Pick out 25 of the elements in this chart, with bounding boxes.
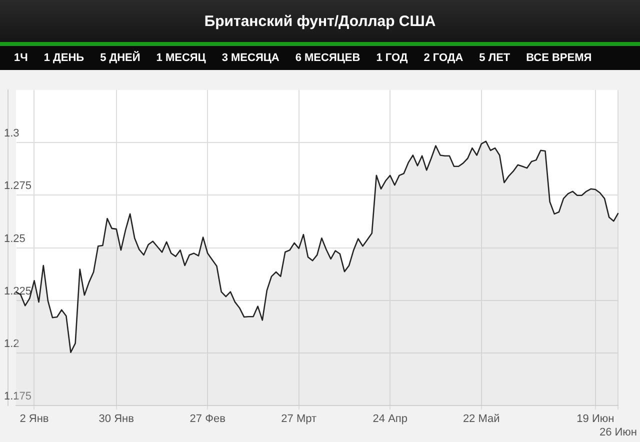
text: 1 ДЕНЬ: [42, 51, 86, 66]
x-tick-label: 27 Фев: [190, 413, 226, 426]
text: 1 ГОД: [375, 51, 409, 66]
text: ВСЕ ВРЕМЯ: [525, 51, 593, 66]
y-tick-label: 1.175: [4, 390, 32, 403]
text: 5 ДНЕЙ: [99, 50, 142, 66]
y-tick-label: 1.3: [4, 128, 20, 140]
text: 3 МЕСЯЦА: [220, 51, 280, 66]
x-tick-label: 30 Янв: [98, 413, 134, 426]
x-tick-label: 27 Мрт: [281, 413, 317, 426]
text: 1 МЕСЯЦ: [155, 51, 207, 66]
y-tick-label: 1.2: [4, 338, 20, 350]
x-tick-label: 24 Апр: [372, 413, 408, 426]
x-tick-label: 26 Июн: [599, 426, 638, 438]
x-tick-label: 22 Май: [462, 413, 500, 426]
text: 2 ГОДА: [422, 51, 464, 66]
x-tick-label: 19 Июн: [576, 413, 614, 426]
y-tick-label: 1.225: [4, 285, 32, 298]
y-tick-label: 1.275: [4, 180, 32, 192]
y-tick-label: 1.25: [4, 232, 26, 245]
text: 6 МЕСЯЦЕВ: [294, 51, 362, 66]
chart-title: Британский фунт/Доллар США: [0, 0, 640, 42]
x-tick-label: 2 Янв: [20, 413, 49, 426]
text: 5 ЛЕТ: [478, 51, 512, 66]
text: 1Ч: [13, 51, 29, 66]
